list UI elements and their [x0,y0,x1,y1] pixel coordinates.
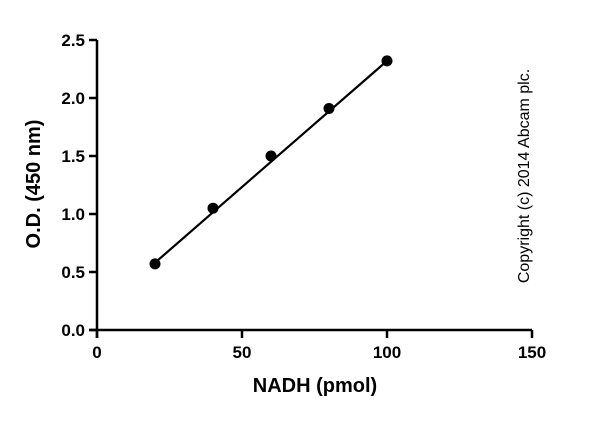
fit-line [154,60,388,264]
y-tick-label: 0.0 [61,321,85,340]
data-points [149,55,393,270]
data-point [381,55,393,67]
x-tick-label: 150 [518,343,546,362]
copyright-annotation: Copyright (c) 2014 Abcam plc. [516,69,533,283]
data-point [207,202,219,214]
y-axis-title: O.D. (450 nm) [23,120,45,249]
x-tick-label: 100 [373,343,401,362]
y-tick-label: 1.0 [61,205,85,224]
data-point [323,102,335,114]
x-tick-label: 0 [92,343,101,362]
y-tick-label: 2.5 [61,31,85,50]
x-axis-title: NADH (pmol) [253,375,377,397]
y-axis-ticks: 0.0 0.5 1.0 1.5 2.0 2.5 [61,31,97,340]
fit-line-group [154,60,388,264]
data-point [265,150,277,162]
x-axis-ticks: 0 50 100 150 [92,330,546,362]
axes [89,40,532,338]
y-tick-label: 2.0 [61,89,85,108]
x-tick-label: 50 [233,343,252,362]
y-tick-label: 1.5 [61,147,85,166]
y-tick-label: 0.5 [61,263,85,282]
data-point [149,258,161,270]
